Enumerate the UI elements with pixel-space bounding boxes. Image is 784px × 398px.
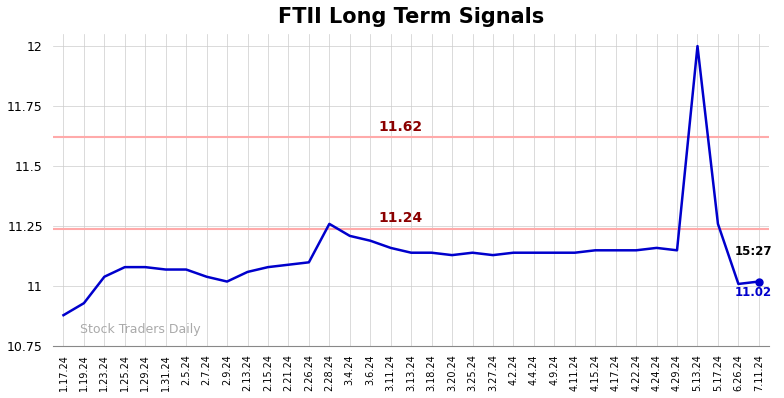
Text: 11.62: 11.62 xyxy=(379,120,423,134)
Title: FTII Long Term Signals: FTII Long Term Signals xyxy=(278,7,544,27)
Text: 11.24: 11.24 xyxy=(379,211,423,225)
Text: 11.02: 11.02 xyxy=(735,286,771,299)
Text: Stock Traders Daily: Stock Traders Daily xyxy=(80,323,201,336)
Text: 15:27: 15:27 xyxy=(735,244,771,258)
